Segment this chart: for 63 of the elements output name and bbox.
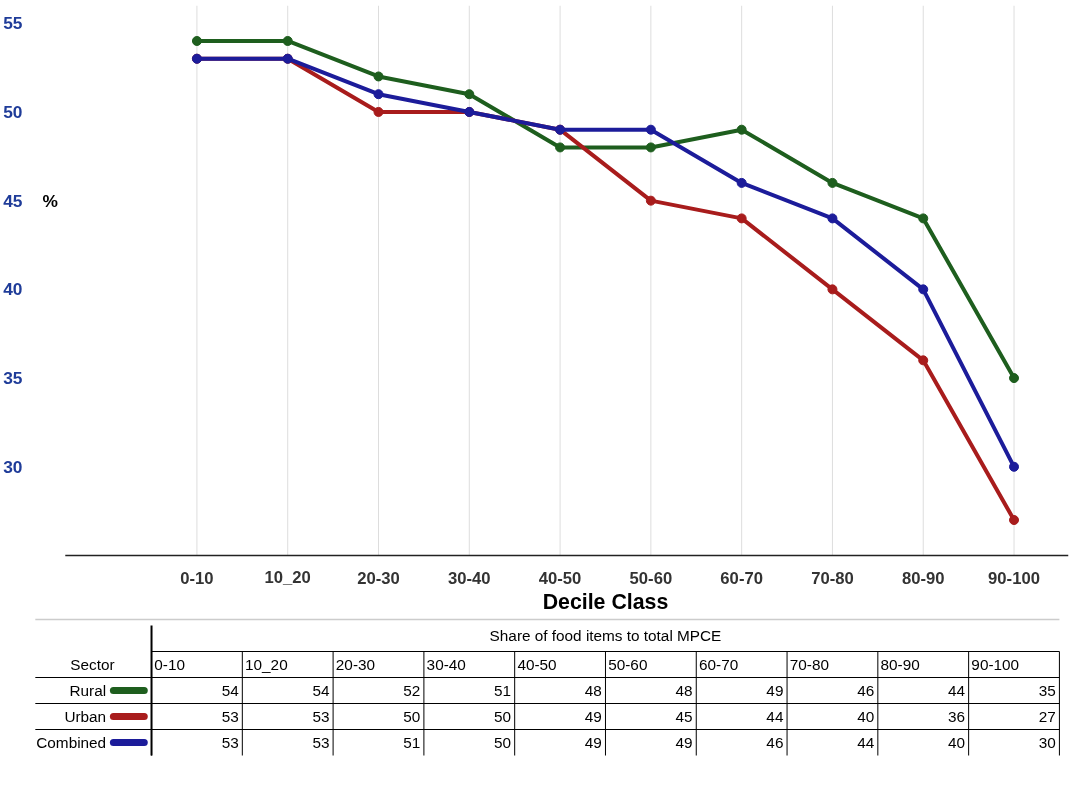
- data-label: 54: [312, 681, 330, 699]
- y-tick-label: 35: [3, 368, 23, 389]
- data-label: 49: [584, 707, 602, 725]
- y-axis-title: %: [42, 190, 58, 211]
- category-label: 0-10: [154, 655, 185, 673]
- y-tick-label: 30: [3, 456, 23, 477]
- data-label: 46: [766, 733, 784, 751]
- x-tick-label: 10_20: [264, 568, 311, 587]
- y-tick-label: 45: [3, 190, 23, 211]
- data-label: 54: [221, 681, 240, 699]
- category-label: 50-60: [608, 655, 648, 673]
- category-label: 80-90: [880, 655, 920, 673]
- data-label: 48: [675, 681, 693, 699]
- category-label: 90-100: [971, 655, 1020, 673]
- x-tick-label: 80-90: [901, 568, 945, 588]
- data-label: 49: [584, 733, 602, 751]
- data-label: 51: [494, 681, 512, 699]
- x-tick-label: 0-10: [180, 568, 214, 588]
- x-axis-title: Decile Class: [542, 589, 669, 614]
- data-label: 53: [312, 733, 330, 751]
- data-label: 49: [766, 681, 784, 699]
- data-label: 52: [403, 681, 421, 699]
- data-label: 44: [947, 681, 966, 699]
- data-label: 40: [857, 707, 875, 725]
- legend-label: Combined: [36, 734, 107, 751]
- data-label: 51: [403, 733, 421, 751]
- data-label: 53: [221, 733, 239, 751]
- data-label: 49: [675, 733, 693, 751]
- category-label: 70-80: [789, 655, 829, 673]
- category-label: 40-50: [517, 655, 557, 673]
- data-label: 50: [403, 707, 421, 725]
- data-label: 45: [675, 707, 693, 725]
- data-label: 36: [947, 707, 966, 725]
- category-label: 30-40: [426, 655, 466, 673]
- data-label: 53: [312, 707, 330, 725]
- x-tick-label: 70-80: [811, 568, 854, 588]
- x-tick-label: 50-60: [629, 568, 673, 588]
- text: Share of food items to total MPCE: [489, 627, 722, 644]
- x-tick-label: 40-50: [538, 568, 582, 588]
- data-label: 44: [857, 733, 875, 751]
- data-label: 48: [584, 681, 602, 699]
- category-label: 60-70: [698, 655, 739, 673]
- y-tick-label: 40: [3, 279, 23, 300]
- data-label: 27: [1038, 707, 1056, 725]
- y-tick-label: 50: [3, 101, 23, 122]
- data-label: 44: [766, 707, 784, 725]
- x-tick-label: 90-100: [988, 568, 1040, 588]
- data-label: 50: [494, 707, 512, 725]
- legend-label: Rural: [69, 682, 107, 699]
- legend-label: Urban: [64, 708, 107, 725]
- category-label: 20-30: [335, 655, 376, 673]
- category-label: 10_20: [245, 656, 288, 673]
- x-tick-label: 60-70: [720, 568, 763, 588]
- y-tick-label: 55: [3, 13, 23, 34]
- data-label: 35: [1038, 681, 1056, 699]
- data-label: 53: [221, 707, 239, 725]
- x-tick-label: 20-30: [357, 568, 400, 588]
- data-label: 50: [494, 733, 512, 751]
- text: Sector: [70, 656, 115, 673]
- data-label: 40: [947, 733, 966, 751]
- x-tick-label: 30-40: [447, 568, 491, 588]
- data-label: 30: [1038, 733, 1056, 751]
- data-label: 46: [857, 681, 875, 699]
